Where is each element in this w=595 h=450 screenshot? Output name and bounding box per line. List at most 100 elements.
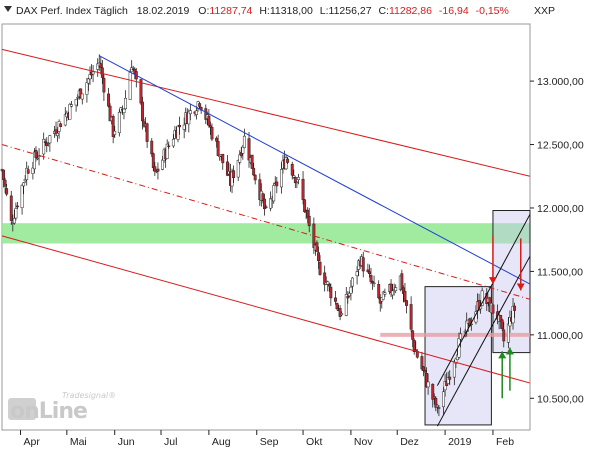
candle-body [377, 283, 381, 299]
candle-body [400, 273, 404, 290]
candle-body [327, 284, 331, 287]
candle-body [303, 199, 307, 213]
change-value: -16,94 [439, 5, 469, 17]
channel-upper-line [1, 48, 531, 177]
candle-body [315, 242, 319, 252]
exchange-label: XXP [534, 5, 555, 17]
resistance-line [99, 55, 531, 285]
y-tick-label: 10.500,00 [537, 393, 584, 405]
candle-body [346, 296, 350, 299]
support-zone [2, 223, 530, 244]
y-tick-label: 11.000,00 [537, 330, 583, 342]
candle-body [210, 127, 214, 140]
candle-body [403, 290, 407, 302]
candle-body [500, 319, 504, 329]
candle-body [312, 223, 316, 248]
candle-body [161, 159, 165, 170]
candle-body [238, 154, 242, 163]
candle-body [37, 155, 41, 158]
candle-body [338, 308, 342, 317]
candle-body [432, 396, 436, 398]
candle-body [34, 150, 38, 158]
candle-body [15, 205, 19, 208]
candle-body [195, 110, 198, 115]
close-label: C: [378, 5, 389, 17]
candle-body [491, 304, 495, 314]
candle-body [188, 110, 192, 115]
candle-body [102, 77, 106, 93]
y-tick-label: 12.500,00 [537, 140, 584, 152]
low-value: 11256,27 [329, 5, 372, 17]
arrow-down-head [488, 277, 497, 285]
candle-body [85, 82, 89, 95]
candle-body [12, 218, 16, 224]
open-value: 11287,74 [209, 5, 252, 17]
close-value: 11282,86 [389, 5, 432, 17]
x-tick-label: Dez [400, 436, 419, 448]
instrument-name: DAX Perf. Index Täglich [16, 5, 128, 17]
candle-body [275, 181, 279, 187]
candle-body [383, 292, 387, 295]
candle-body [480, 290, 484, 306]
candle-body [178, 124, 181, 128]
candle-body [426, 381, 430, 388]
candle-body [14, 208, 18, 219]
candle-body [139, 79, 143, 104]
candles [0, 54, 517, 417]
candle-body [156, 168, 160, 172]
candle-body [317, 252, 320, 261]
candle-body [295, 181, 299, 184]
candle-body [361, 257, 365, 272]
candle-body [369, 275, 373, 282]
candle-body [279, 169, 283, 188]
candle-body [349, 286, 353, 294]
open-label: O: [198, 5, 209, 17]
candle-body [506, 323, 510, 343]
candle-body [87, 78, 90, 84]
candle-body [79, 88, 83, 99]
x-tick-label: 2019 [448, 436, 472, 448]
candle-body [253, 174, 257, 181]
candle-body [372, 282, 376, 285]
candle-body [340, 313, 344, 315]
candle-body [207, 115, 211, 126]
x-tick-label: Okt [306, 436, 322, 448]
y-tick-label: 13.000,00 [537, 76, 584, 88]
candle-body [252, 167, 256, 176]
candle-body [307, 215, 311, 227]
candle-body [448, 376, 452, 380]
rising-channel-lower-line [436, 255, 531, 427]
y-axis: 10.500,00 11.000,00 11.500,00 12.000,00 12.5… [530, 76, 584, 405]
rising-channel-upper-line [436, 214, 531, 386]
candle-body [113, 130, 117, 135]
high-value: 11318,00 [270, 5, 313, 17]
candle-body [43, 141, 47, 143]
tradesignal-logo: Tradesignal® onLine [8, 391, 116, 424]
candle-body [272, 185, 276, 202]
candle-body [22, 182, 26, 187]
x-tick-label: Aug [212, 436, 231, 448]
candle-body [454, 358, 458, 364]
candle-body [165, 143, 169, 159]
x-axis: Apr Mai Jun Jul Aug Sep Okt Nov Dez 2019 Feb [20, 430, 514, 448]
candle-body [26, 169, 30, 174]
candle-body [293, 176, 297, 184]
candle-body [355, 271, 359, 277]
x-tick-label: Mai [70, 436, 87, 448]
annotations-front [1, 48, 531, 427]
candle-body [292, 175, 296, 178]
quote-date: 18.02.2019 [137, 5, 190, 17]
header-triangle-icon [4, 6, 12, 12]
svg-text:DAX Perf. Index Täglich: DAX Perf. Index Täglich 18.02.2019 O:112… [16, 5, 509, 17]
candle-body [437, 407, 441, 409]
candle-body [431, 383, 435, 400]
candle-body [264, 206, 268, 208]
candle-body [74, 99, 78, 106]
change-percent: -0,15% [476, 5, 509, 17]
candle-body [250, 154, 254, 169]
candle-body [80, 93, 84, 100]
candle-body [405, 300, 408, 306]
candle-body [263, 198, 266, 210]
x-tick-label: Nov [354, 436, 373, 448]
arrow-up-head [498, 351, 507, 359]
